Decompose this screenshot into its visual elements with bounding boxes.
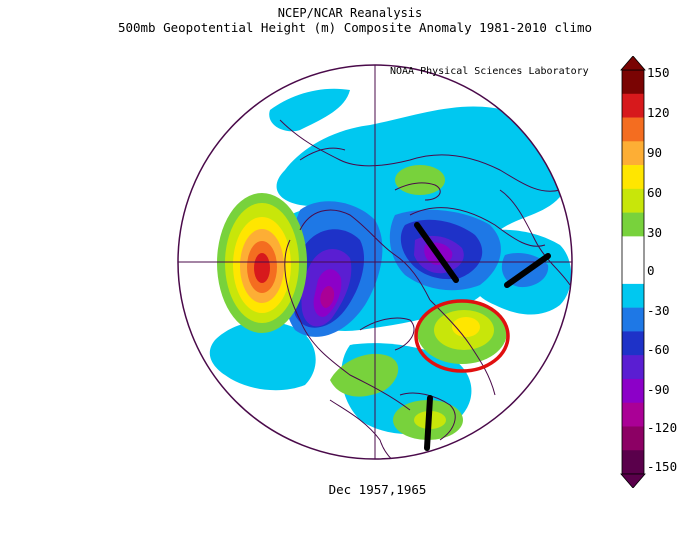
color-scale-tick-label: -30 <box>647 303 670 318</box>
color-scale-top-arrow <box>620 56 646 71</box>
anomaly-magenta-west <box>320 286 335 308</box>
anomaly-light-blue-pacific <box>209 321 316 391</box>
color-scale-bar <box>620 56 646 488</box>
color-scale-segment <box>622 355 644 380</box>
color-scale-segments <box>621 69 645 475</box>
color-scale-tick-label: -120 <box>647 420 678 435</box>
highlight-circle <box>414 299 510 373</box>
color-scale-tick-label: 0 <box>647 263 655 278</box>
color-scale-tick-label: -150 <box>647 459 678 474</box>
credit-label: NOAA Physical Sciences Laboratory <box>390 66 589 77</box>
color-scale-segment <box>622 283 644 308</box>
color-scale-bottom-arrow <box>620 473 646 488</box>
trough-line-1 <box>414 222 459 283</box>
anomaly-red-pacific <box>254 253 270 283</box>
coastlines <box>279 119 571 459</box>
anomaly-green-arctic <box>395 165 445 195</box>
color-scale-segment <box>622 426 644 451</box>
color-scale-segment <box>622 307 644 332</box>
color-scale-tick-label: -60 <box>647 342 670 357</box>
color-scale-segment <box>622 236 644 261</box>
color-scale-tick-label: 30 <box>647 225 663 240</box>
trough-line-2 <box>504 253 551 288</box>
color-scale-tick-label: 120 <box>647 105 670 120</box>
anomaly-light-blue-northwest <box>269 88 350 132</box>
color-scale-tick-label: -90 <box>647 382 670 397</box>
globe-outline <box>177 64 573 460</box>
color-scale-segment <box>622 331 644 356</box>
color-scale-segment <box>622 378 644 404</box>
trough-line-3 <box>424 395 433 451</box>
color-scale-segment <box>622 165 644 190</box>
anomaly-green-south <box>330 353 399 397</box>
color-scale-segment <box>622 402 644 427</box>
color-scale-tick-label: 90 <box>647 145 663 160</box>
color-scale-tick-label: 60 <box>647 185 663 200</box>
color-scale-segment <box>622 260 644 285</box>
color-scale-segment <box>622 188 644 213</box>
anomaly-yellow-atlantic <box>452 317 480 337</box>
color-scale-tick-label: 150 <box>647 65 670 80</box>
color-scale-segment <box>622 70 644 95</box>
composite-dates: Dec 1957,1965 <box>328 482 427 497</box>
color-scale-segment <box>622 141 644 166</box>
color-scale-segment <box>622 212 644 237</box>
color-scale-segment <box>622 117 644 142</box>
color-scale-segment <box>622 93 644 118</box>
title-line-1: NCEP/NCAR Reanalysis <box>277 6 423 20</box>
title-line-2: 500mb Geopotential Height (m) Composite … <box>117 20 593 35</box>
color-scale-segment <box>622 450 644 475</box>
